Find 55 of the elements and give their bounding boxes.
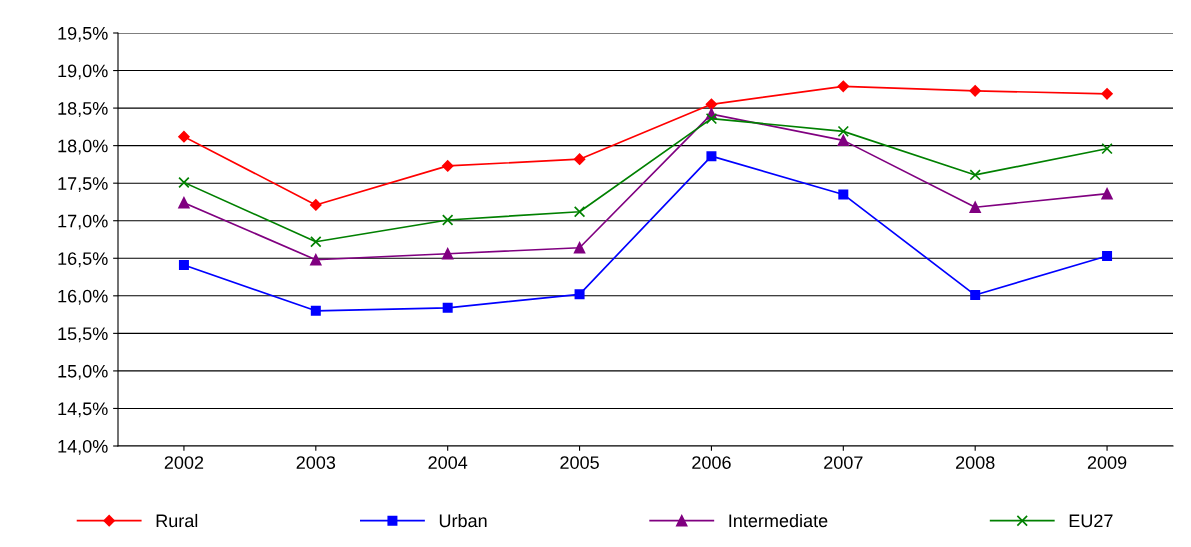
- point: [705, 112, 718, 125]
- point: [441, 214, 454, 226]
- x-tick-label: 2007: [824, 456, 863, 469]
- x-tick-label: 2006: [692, 456, 731, 469]
- y-tick-label: 16,5%: [58, 252, 108, 268]
- point: [705, 98, 718, 111]
- point: [837, 80, 850, 93]
- y-tick-label: 14,5%: [58, 402, 108, 418]
- y-tick-label: 18,0%: [58, 139, 108, 155]
- x-tick-label: 2003: [296, 456, 336, 469]
- x-tick-label: 2002: [164, 456, 204, 469]
- y-tick-label: 19,5%: [58, 26, 108, 42]
- legend-label: EU27: [1069, 514, 1113, 528]
- point: [706, 151, 717, 162]
- point: [310, 305, 321, 316]
- point: [837, 134, 850, 147]
- legend-label: Intermediate: [729, 513, 828, 528]
- y-tick-label: 18,5%: [58, 102, 108, 117]
- point: [441, 160, 454, 172]
- point: [1101, 142, 1113, 155]
- point: [442, 302, 453, 313]
- legend-label: Rural: [156, 513, 198, 528]
- y-tick-label: 15,0%: [58, 364, 108, 380]
- y-tick-label: 19,0%: [58, 64, 108, 80]
- y-tick-label: 17,5%: [58, 177, 108, 193]
- x-tick-label: 2005: [560, 456, 599, 469]
- point: [970, 290, 981, 301]
- y-tick-label: 17,0%: [58, 214, 108, 230]
- point: [838, 189, 849, 200]
- y-tick-label: 15,5%: [58, 327, 108, 343]
- point: [573, 206, 586, 218]
- point: [969, 85, 981, 97]
- point: [178, 130, 190, 143]
- point: [178, 197, 190, 209]
- point: [310, 236, 322, 248]
- point: [574, 289, 585, 300]
- point: [178, 260, 189, 271]
- point: [969, 169, 981, 181]
- x-tick-label: 2008: [956, 456, 995, 469]
- point: [573, 153, 586, 165]
- y-tick-label: 16,0%: [58, 289, 108, 305]
- point: [310, 199, 322, 211]
- x-tick-label: 2004: [428, 456, 468, 469]
- legend-label: Urban: [439, 513, 487, 528]
- point: [1102, 251, 1113, 262]
- point: [441, 248, 454, 260]
- y-tick-label: 14,0%: [58, 439, 108, 455]
- point: [1101, 88, 1113, 100]
- point: [310, 254, 322, 266]
- point: [1101, 187, 1113, 200]
- point: [573, 242, 586, 254]
- point: [178, 176, 190, 189]
- point: [969, 201, 981, 213]
- point: [837, 125, 850, 138]
- x-tick-label: 2009: [1087, 456, 1127, 469]
